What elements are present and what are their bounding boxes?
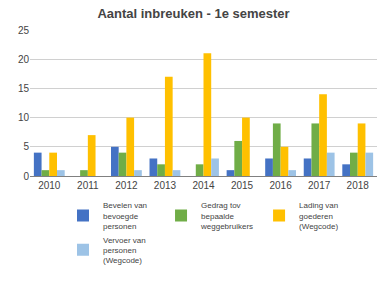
- svg-text:2015: 2015: [231, 180, 254, 191]
- svg-text:2017: 2017: [308, 180, 331, 191]
- svg-text:25: 25: [18, 25, 30, 36]
- svg-text:Bevelen vanbevoegdepersonen: Bevelen vanbevoegdepersonen: [103, 201, 147, 231]
- svg-text:2013: 2013: [154, 180, 177, 191]
- svg-text:2011: 2011: [77, 180, 99, 191]
- svg-text:2016: 2016: [269, 180, 292, 191]
- svg-text:10: 10: [18, 112, 30, 123]
- svg-text:5: 5: [23, 141, 29, 152]
- svg-text:0: 0: [23, 171, 29, 182]
- svg-text:2018: 2018: [347, 180, 370, 191]
- svg-text:Lading vangoederen(Wegcode): Lading vangoederen(Wegcode): [299, 201, 338, 231]
- svg-text:Aantal inbreuken - 1e semester: Aantal inbreuken - 1e semester: [97, 6, 289, 21]
- svg-text:2010: 2010: [38, 180, 61, 191]
- svg-text:2014: 2014: [192, 180, 215, 191]
- svg-text:Gedrag tovbepaaldeweggebruiker: Gedrag tovbepaaldeweggebruikers: [200, 201, 253, 231]
- svg-text:15: 15: [18, 83, 30, 94]
- svg-text:2012: 2012: [115, 180, 138, 191]
- svg-text:Vervoer vanpersonen(Wegcode): Vervoer vanpersonen(Wegcode): [103, 236, 146, 266]
- svg-text:20: 20: [18, 54, 30, 65]
